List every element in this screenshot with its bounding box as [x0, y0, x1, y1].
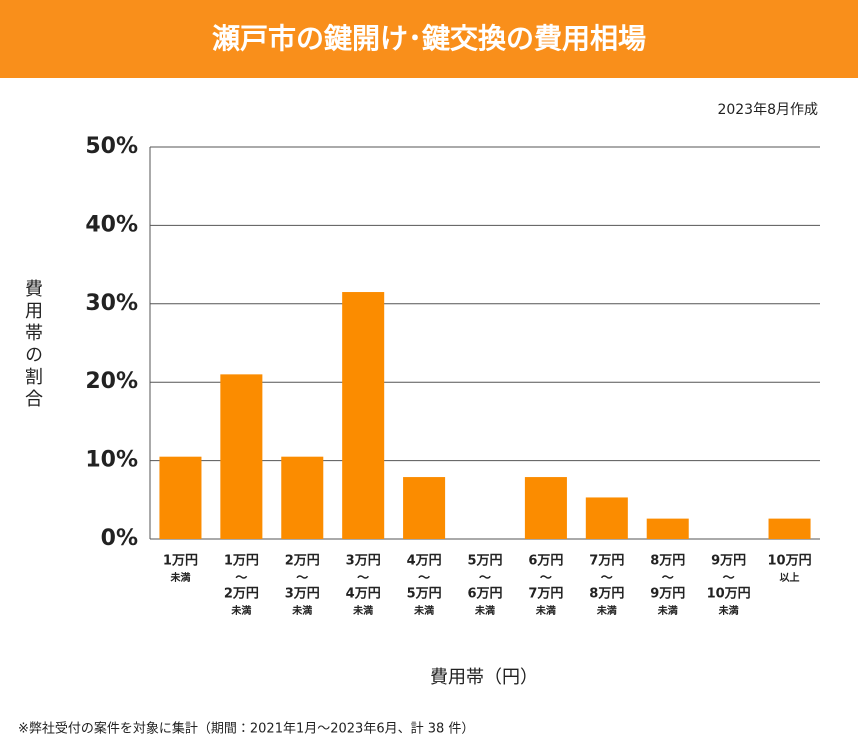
x-tick-label: 2万円	[224, 587, 259, 602]
header-band	[0, 0, 858, 78]
x-tick-label: 〜	[357, 571, 369, 585]
y-tick-label: 50%	[85, 134, 138, 159]
x-tick-label: 未満	[596, 604, 617, 617]
x-tick-label: 8万円	[650, 554, 685, 569]
x-tick-label: 〜	[540, 571, 552, 585]
x-tick-label: 〜	[418, 571, 430, 585]
x-tick-label: 〜	[601, 571, 613, 585]
x-tick-label: 未満	[413, 604, 434, 617]
bar	[403, 477, 446, 539]
x-tick-label: 〜	[479, 571, 491, 585]
x-tick-label: 〜	[723, 571, 735, 585]
x-tick-label: 未満	[291, 604, 312, 617]
x-tick-label: 3万円	[285, 587, 320, 602]
y-tick-label: 0%	[101, 526, 138, 551]
x-tick-label: 〜	[235, 571, 247, 585]
x-tick-label: 1万円	[224, 554, 259, 569]
y-axis-label: 費用帯の割合	[22, 279, 43, 411]
bar	[281, 456, 324, 539]
y-tick-label: 10%	[85, 448, 138, 473]
bar	[342, 292, 385, 539]
x-tick-label: 2万円	[285, 554, 320, 569]
x-tick-label: 4万円	[407, 554, 442, 569]
bar	[220, 374, 263, 539]
x-tick-label: 9万円	[711, 554, 746, 569]
x-tick-label: 未満	[169, 571, 190, 584]
x-tick-label: 3万円	[346, 554, 381, 569]
x-tick-label: 未満	[352, 604, 373, 617]
x-tick-label: 〜	[662, 571, 674, 585]
bar	[524, 477, 567, 539]
bar	[646, 518, 689, 539]
chart-title: 瀬戸市の鍵開け･鍵交換の費用相場	[212, 22, 646, 55]
y-tick-label: 20%	[85, 369, 138, 394]
x-tick-label: 6万円	[467, 587, 502, 602]
x-tick-label: 5万円	[467, 554, 502, 569]
x-tick-label: 未満	[230, 604, 251, 617]
x-tick-label: 未満	[535, 604, 556, 617]
x-tick-label: 〜	[296, 571, 308, 585]
x-tick-label: 以上	[780, 571, 800, 584]
x-tick-label: 未満	[657, 604, 678, 617]
x-tick-label: 4万円	[346, 587, 381, 602]
x-tick-label: 6万円	[528, 554, 563, 569]
x-tick-label: 未満	[718, 604, 739, 617]
footnote: ※弊社受付の案件を対象に集計（期間：2021年1月～2023年6月、計 38 件…	[18, 721, 474, 737]
x-axis-label: 費用帯（円）	[430, 667, 538, 688]
subtitle: 2023年8月作成	[717, 102, 818, 118]
x-tick-label: 10万円	[707, 587, 751, 602]
bar	[585, 497, 628, 539]
x-tick-label: 10万円	[767, 554, 811, 569]
x-tick-label: 未満	[474, 604, 495, 617]
y-tick-label: 40%	[85, 212, 138, 237]
bar	[159, 456, 202, 539]
bar	[768, 518, 811, 539]
x-tick-label: 7万円	[589, 554, 624, 569]
x-tick-label: 1万円	[163, 554, 198, 569]
x-tick-label: 9万円	[650, 587, 685, 602]
x-tick-label: 8万円	[589, 587, 624, 602]
x-tick-label: 5万円	[407, 587, 442, 602]
y-tick-label: 30%	[85, 291, 138, 316]
x-tick-label: 7万円	[528, 587, 563, 602]
